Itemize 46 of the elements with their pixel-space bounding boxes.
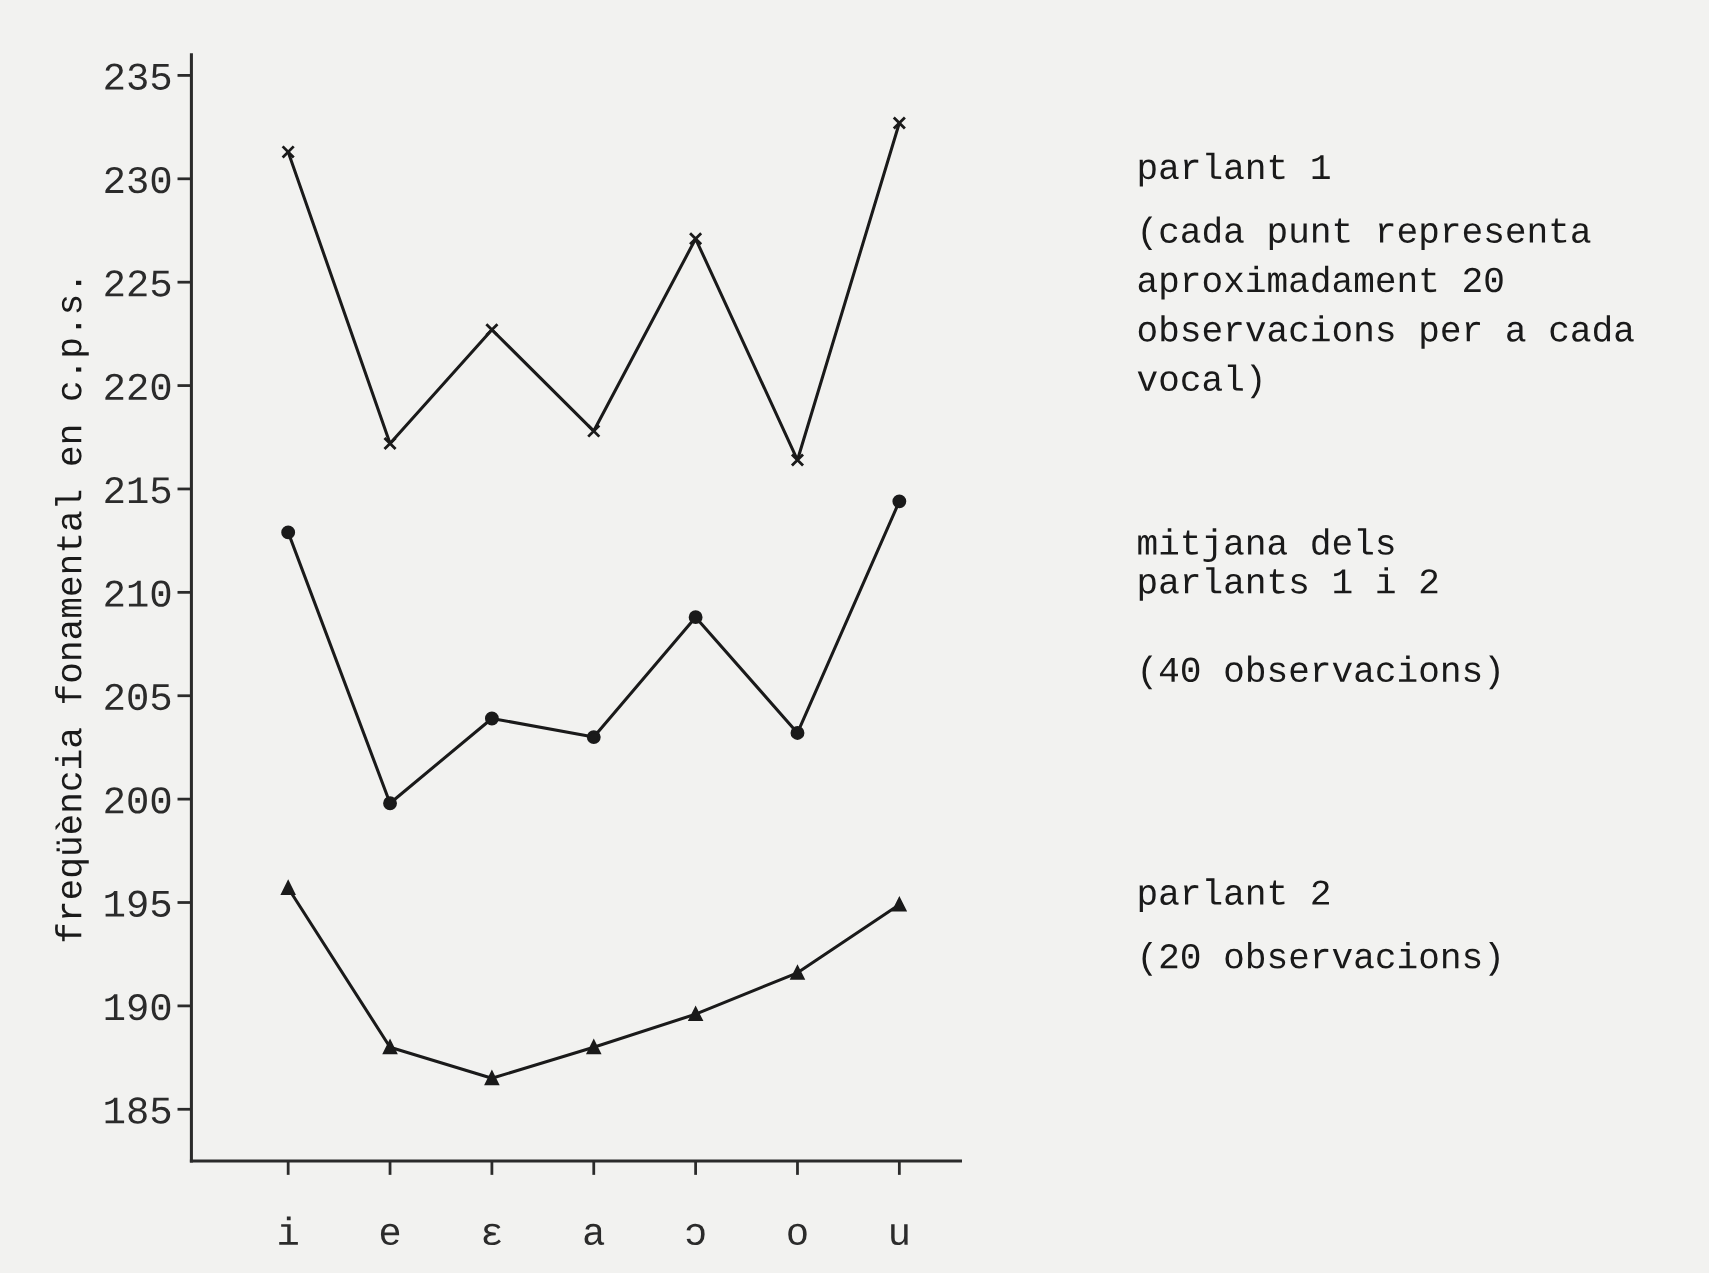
point — [484, 322, 499, 337]
text: mitjana dels parlants 1 i 2 — [1138, 528, 1438, 601]
point — [892, 116, 907, 130]
y-axis-title: freqüència fonamental en c.p.s. — [55, 280, 89, 942]
y-tick-label: 195 — [105, 890, 171, 917]
y-tick-label: 200 — [105, 787, 171, 814]
text: (cada punt representa aproximadament 20 observacions per a cada vocal) — [1137, 216, 1634, 399]
point — [383, 796, 397, 811]
y-tick-label: 190 — [105, 993, 171, 1021]
x-tick-label: u — [891, 1224, 908, 1246]
point — [484, 1071, 499, 1086]
point — [383, 1040, 397, 1055]
x-tick-label: e — [380, 1223, 400, 1246]
y-tick-label: 205 — [105, 683, 171, 711]
point — [281, 144, 296, 159]
point — [586, 424, 601, 439]
y-tick-label: 220 — [105, 373, 171, 401]
x-tick-label: ɛ — [483, 1223, 501, 1246]
point — [892, 897, 907, 912]
x-tick-label: a — [584, 1223, 605, 1246]
point — [790, 453, 805, 467]
y-tick-label: 225 — [105, 270, 171, 297]
point — [484, 711, 499, 726]
point — [790, 726, 805, 740]
text: (40 observacions) — [1142, 655, 1499, 690]
x-tick-label: o — [788, 1223, 807, 1246]
y-tick-label: 230 — [105, 166, 171, 194]
point — [281, 881, 296, 895]
text: (20 observacions) — [1142, 942, 1499, 976]
point — [790, 965, 805, 980]
point — [383, 436, 397, 451]
y-tick-label: 215 — [105, 477, 171, 504]
point — [586, 730, 601, 745]
y-tick-label: 210 — [105, 580, 171, 607]
x-tick-label: ɔ — [686, 1223, 705, 1246]
x-tick-label: i — [279, 1216, 298, 1245]
point — [892, 494, 907, 509]
y-tick-label: 185 — [105, 1097, 171, 1124]
point — [586, 1040, 601, 1055]
point — [688, 231, 703, 246]
y-tick-label: 235 — [105, 63, 171, 90]
point — [281, 525, 296, 540]
point — [688, 610, 703, 625]
text: parlant 2 — [1139, 878, 1329, 913]
text: parlant 1 — [1139, 152, 1330, 187]
point — [688, 1007, 703, 1022]
